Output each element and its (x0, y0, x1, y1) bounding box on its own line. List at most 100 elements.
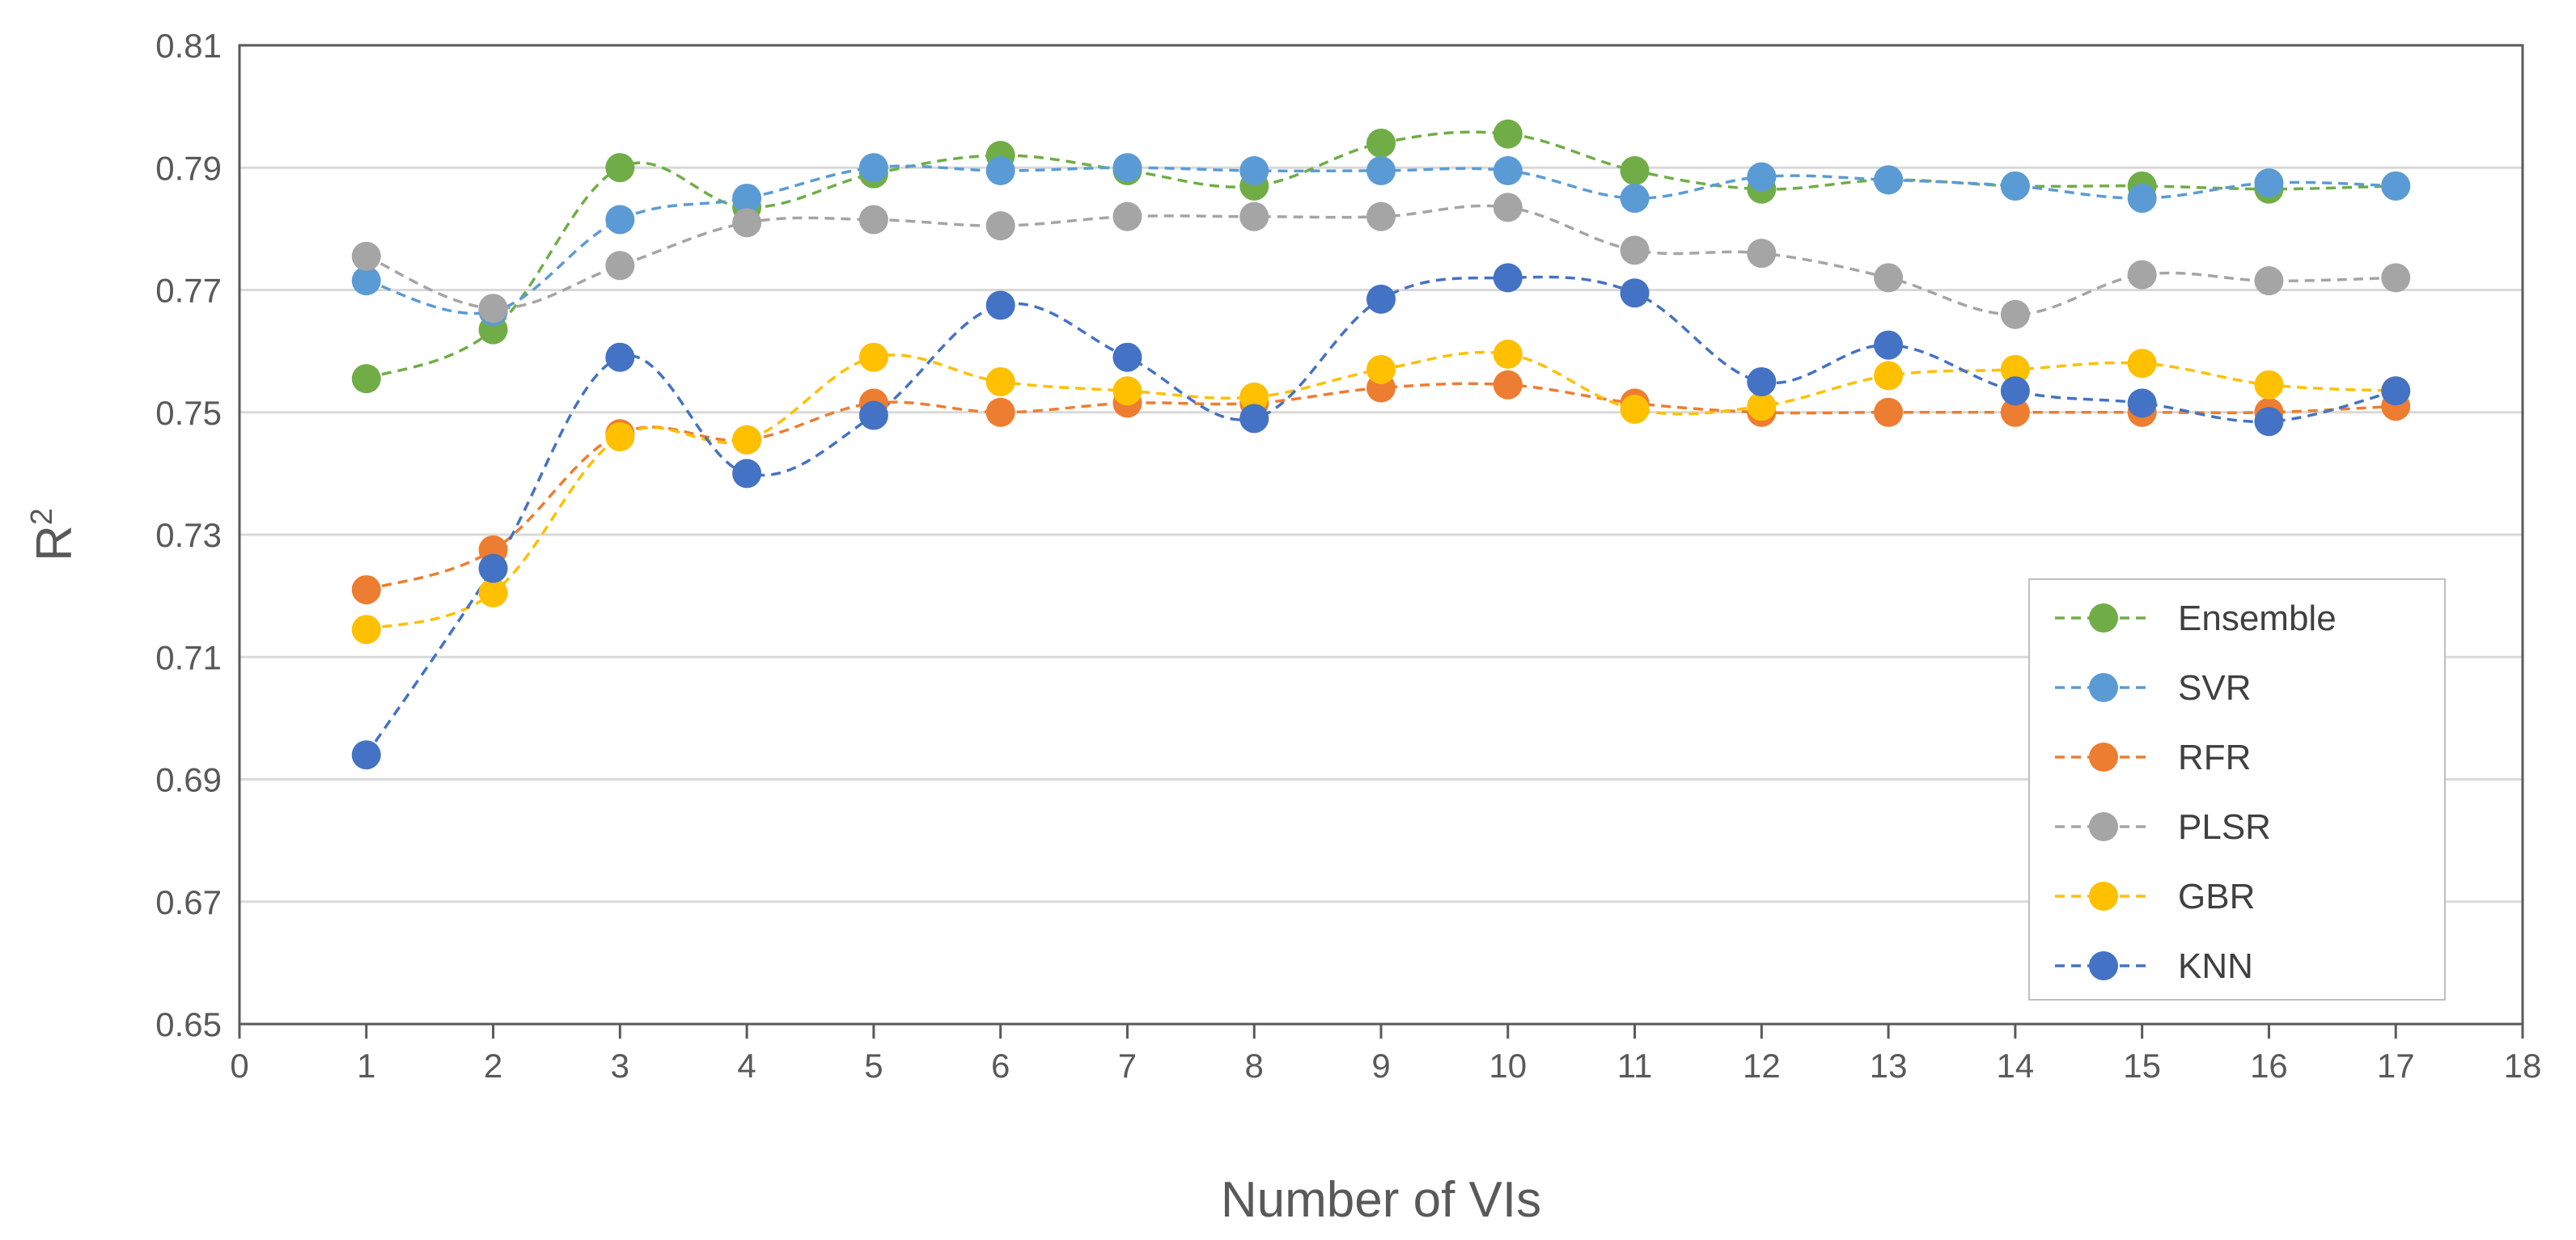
data-point-svr (1112, 153, 1142, 183)
legend-label: RFR (2178, 738, 2251, 777)
y-tick-label: 0.69 (155, 761, 222, 799)
data-point-plsr (1366, 201, 1396, 231)
legend: Ensemble SVR RFR PLSR GBR KNN (2028, 578, 2446, 1001)
data-point-svr (1366, 156, 1396, 186)
y-axis-title: R2 (25, 508, 83, 561)
legend-label: PLSR (2178, 807, 2271, 847)
data-point-plsr (2127, 260, 2157, 290)
legend-marker (2089, 951, 2118, 980)
legend-label: Ensemble (2178, 599, 2337, 638)
data-point-ensemble (1620, 156, 1650, 186)
legend-item-svr: SVR (2055, 668, 2251, 708)
data-point-plsr (1493, 193, 1523, 222)
data-point-rfr (1874, 397, 1904, 427)
x-tick-label: 2 (484, 1047, 502, 1085)
data-point-knn (985, 290, 1015, 320)
data-point-knn (1239, 404, 1269, 434)
legend-item-plsr: PLSR (2055, 807, 2271, 847)
legend-item-ensemble: Ensemble (2055, 599, 2337, 638)
data-point-plsr (605, 251, 635, 281)
legend-marker (2089, 743, 2118, 772)
data-point-svr (2381, 171, 2411, 201)
data-point-gbr (1747, 391, 1777, 421)
data-point-gbr (2127, 349, 2157, 379)
data-point-knn (1747, 366, 1777, 396)
data-point-ensemble (1366, 129, 1396, 158)
series-markers-svr (351, 153, 2411, 326)
data-point-svr (1493, 156, 1523, 186)
data-point-plsr (858, 205, 888, 235)
data-point-svr (1239, 156, 1269, 186)
series-markers-rfr (351, 370, 2411, 605)
x-tick-label: 4 (737, 1047, 756, 1085)
data-point-gbr (1493, 339, 1523, 369)
data-point-knn (351, 740, 381, 770)
data-point-knn (2254, 407, 2284, 437)
data-point-svr (858, 153, 888, 183)
data-point-knn (1874, 330, 1904, 360)
series-line-ensemble (366, 130, 2396, 380)
legend-marker (2089, 603, 2118, 633)
data-point-plsr (1747, 239, 1777, 269)
x-tick-label: 13 (1870, 1047, 1908, 1085)
data-point-knn (605, 342, 635, 372)
x-tick-label: 3 (611, 1047, 629, 1085)
x-tick-label: 16 (2250, 1047, 2288, 1085)
x-tick-label: 0 (230, 1047, 248, 1085)
data-point-gbr (1112, 376, 1142, 406)
data-point-plsr (478, 294, 508, 324)
x-tick-label: 7 (1118, 1047, 1137, 1085)
legend-marker (2089, 882, 2118, 911)
data-point-gbr (1874, 361, 1904, 391)
series-group (351, 119, 2411, 770)
legend-label: GBR (2178, 877, 2255, 916)
data-point-knn (858, 400, 888, 430)
data-point-gbr (351, 615, 381, 645)
series-line-rfr (366, 382, 2396, 591)
x-tick-label: 14 (1997, 1047, 2035, 1085)
x-tick-label: 17 (2377, 1047, 2415, 1085)
x-tick-label: 1 (357, 1047, 375, 1085)
data-point-knn (1366, 284, 1396, 314)
x-tick-label: 9 (1371, 1047, 1390, 1085)
series-line-gbr (366, 350, 2396, 631)
data-point-gbr (732, 425, 762, 455)
y-axis-ticks: 0.65 0.67 0.69 0.71 0.73 0.75 0.77 0.79 0.81 (155, 27, 222, 1043)
data-point-svr (985, 156, 1015, 186)
data-point-rfr (2000, 397, 2030, 427)
data-point-plsr (985, 211, 1015, 241)
data-point-gbr (1620, 394, 1650, 424)
data-point-svr (2000, 171, 2030, 201)
y-tick-label: 0.77 (155, 272, 222, 310)
data-point-svr (732, 184, 762, 214)
data-point-knn (1493, 263, 1523, 293)
y-axis-title-main: R (27, 525, 83, 561)
y-tick-label: 0.65 (155, 1005, 222, 1043)
data-point-knn (1112, 342, 1142, 372)
data-point-svr (1747, 162, 1777, 192)
data-point-plsr (1620, 235, 1650, 265)
data-point-plsr (1874, 263, 1904, 293)
data-point-plsr (1239, 201, 1269, 231)
x-axis-title: Number of VIs (1221, 1172, 1541, 1228)
data-point-ensemble (1493, 119, 1523, 149)
data-point-plsr (351, 241, 381, 271)
data-point-rfr (1493, 370, 1523, 400)
data-point-plsr (2381, 263, 2411, 293)
data-point-plsr (2254, 266, 2284, 296)
data-point-gbr (858, 342, 888, 372)
data-point-plsr (2000, 299, 2030, 329)
x-tick-label: 12 (1743, 1047, 1781, 1085)
data-point-svr (1620, 184, 1650, 214)
data-point-svr (1874, 165, 1904, 195)
y-tick-label: 0.79 (155, 149, 222, 187)
y-tick-label: 0.75 (155, 394, 222, 432)
legend-marker (2089, 673, 2118, 702)
data-point-knn (2381, 376, 2411, 406)
data-point-svr (2127, 184, 2157, 214)
data-point-ensemble (605, 153, 635, 183)
data-point-gbr (1366, 354, 1396, 384)
data-point-rfr (985, 397, 1015, 427)
